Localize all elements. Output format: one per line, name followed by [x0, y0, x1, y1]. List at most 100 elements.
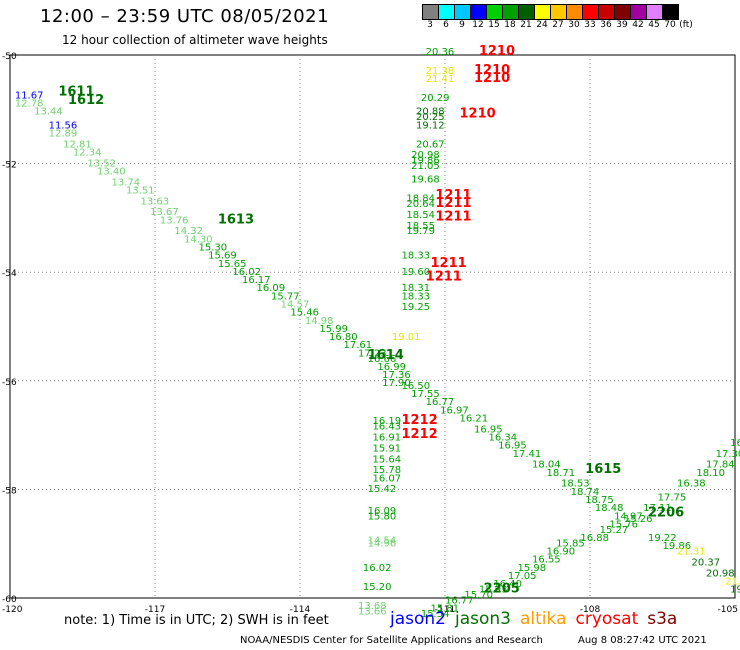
data-point: 16.95 [474, 424, 503, 435]
legend-item-jason2: jason2 [390, 609, 446, 629]
credit-line: NOAA/NESDIS Center for Satellite Applica… [240, 635, 543, 646]
track-label: 1210 [479, 44, 515, 59]
data-point: 14.54 [368, 536, 397, 547]
x-tick-label: -114 [290, 605, 311, 615]
color-scale-labels: 3 6 9 12 15 18 21 24 27 30 33 36 39 42 45 70 (ft) [422, 20, 694, 30]
data-point: 16.34 [489, 433, 518, 444]
track-label: 1211 [431, 256, 467, 271]
data-point: 17.30 [716, 449, 740, 460]
color-scale-label: 21 [520, 20, 532, 30]
data-point: 21.99 [725, 576, 740, 587]
data-point: 15.26 [624, 514, 653, 525]
data-point: 13.67 [150, 207, 179, 218]
y-tick-label: -58 [2, 486, 17, 496]
data-point: 15.69 [208, 251, 237, 262]
legend-item-jason3: jason3 [455, 609, 511, 629]
satellite-legend: jason2 jason3 altika cryosat s3a [390, 609, 686, 629]
data-point: 21.31 [677, 547, 706, 558]
track-label: 1212 [402, 427, 438, 442]
track-label: 1211 [435, 188, 471, 203]
data-point: 18.31 [402, 283, 431, 294]
track-label: 1211 [435, 210, 471, 225]
data-point: 13.66 [358, 606, 387, 617]
data-point: 19.25 [402, 302, 431, 313]
data-point: 15.77 [271, 291, 300, 302]
data-point: 17.61 [344, 340, 373, 351]
color-swatch-15 [662, 4, 679, 20]
data-point: 16.91 [373, 433, 402, 444]
track-label: 1210 [460, 106, 496, 121]
data-point: 16.02 [232, 267, 261, 278]
track-label: 2206 [648, 506, 684, 521]
data-point: 16.09 [368, 506, 397, 517]
data-point: 16.66 [368, 354, 397, 365]
data-point: 16.88 [580, 533, 609, 544]
y-tick-label: -52 [2, 161, 17, 171]
data-point: 21.41 [426, 74, 455, 85]
color-scale-label: 33 [584, 20, 596, 30]
data-point: 11.56 [49, 120, 78, 131]
data-point: 18.48 [595, 503, 624, 514]
data-point: 18.33 [402, 251, 431, 262]
data-point: 17.36 [382, 370, 411, 381]
data-point: 19.79 [406, 226, 435, 237]
chart-subtitle: 12 hour collection of altimeter wave hei… [62, 33, 328, 47]
x-tick-label: -105 [718, 605, 738, 615]
data-point: 13.76 [160, 215, 189, 226]
data-point: 16.43 [373, 422, 402, 433]
data-point: 15.98 [518, 563, 547, 574]
data-point: 16.38 [677, 479, 706, 490]
y-tick-label: -50 [2, 52, 17, 62]
data-point: 15.42 [368, 484, 397, 495]
data-point: 20.37 [692, 557, 721, 568]
data-point: 14.98 [305, 316, 334, 327]
track-label: 1613 [218, 212, 254, 227]
data-point: 13.44 [34, 107, 63, 118]
color-scale-label: (ft) [679, 20, 693, 30]
data-point: 20.29 [421, 93, 450, 104]
track-label: 1210 [474, 63, 510, 78]
y-tick-label: -60 [2, 595, 17, 605]
data-point: 18.75 [585, 495, 614, 506]
data-point: 15.85 [556, 538, 585, 549]
data-point: 18.71 [547, 468, 576, 479]
color-scale-label: 6 [443, 20, 449, 30]
data-point: 16.95 [498, 441, 527, 452]
y-tick-label: -56 [2, 378, 17, 388]
track-label: 1210 [474, 71, 510, 86]
data-point: 18.54 [406, 210, 435, 221]
data-point: 17.84 [706, 460, 735, 471]
data-point: 16.02 [363, 563, 392, 574]
data-point: 15.20 [363, 582, 392, 593]
data-point: 17.75 [658, 492, 687, 503]
data-point: 12.81 [63, 139, 92, 150]
data-point: 18.33 [402, 291, 431, 302]
data-point: 21.38 [426, 66, 455, 77]
data-point: 17.90 [382, 378, 411, 389]
track-label: 2205 [484, 582, 520, 597]
data-point: 15.70 [464, 590, 493, 601]
color-scale-label: 27 [552, 20, 564, 30]
data-point: 15.78 [373, 465, 402, 476]
data-point: 16.07 [373, 473, 402, 484]
data-point: 19.12 [416, 120, 445, 131]
y-tick-label: -54 [2, 269, 17, 279]
legend-item-s3a: s3a [647, 609, 678, 629]
data-point: 15.91 [373, 443, 402, 454]
data-point: 13.52 [87, 158, 116, 169]
x-tick-label: -117 [145, 605, 165, 615]
color-scale-label: 18 [504, 20, 516, 30]
data-point: 16.40 [493, 579, 522, 590]
track-label: 1614 [368, 348, 404, 363]
footnote: note: 1) Time is in UTC; 2) SWH is in fe… [64, 613, 329, 628]
data-point: 20.25 [416, 112, 445, 123]
color-scale-label: 70 [664, 20, 676, 30]
data-point: 19 [730, 585, 740, 596]
color-scale: 3 6 9 12 15 18 21 24 27 30 33 36 39 42 45 70 (ft) [422, 4, 694, 30]
data-point: 18.74 [571, 487, 600, 498]
data-point: 21.05 [411, 161, 440, 172]
data-point: 14.32 [174, 226, 203, 237]
track-label: 1611 [58, 85, 94, 100]
data-point: 16.19 [373, 416, 402, 427]
